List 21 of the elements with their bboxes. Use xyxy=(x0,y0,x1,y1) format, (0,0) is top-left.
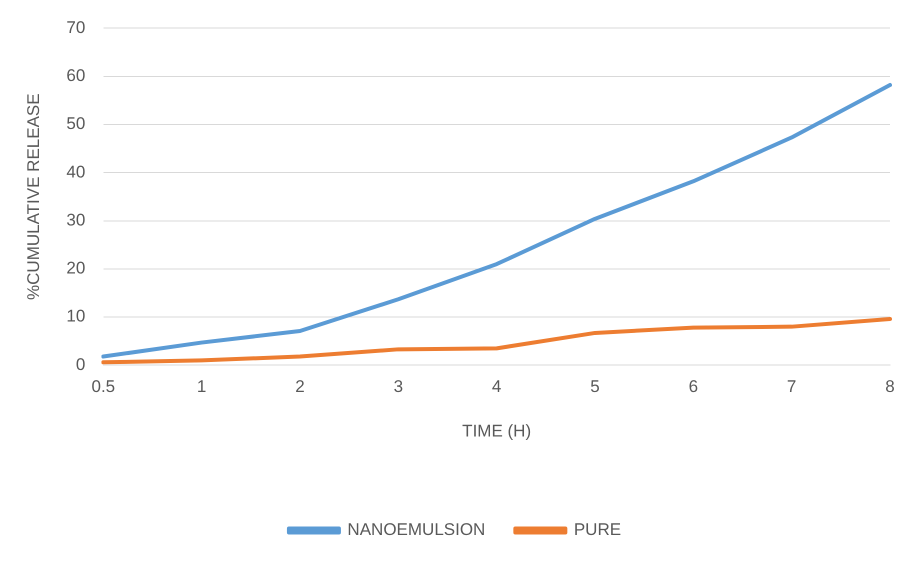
x-tick-label: 6 xyxy=(688,377,698,396)
y-tick-label: 30 xyxy=(66,210,86,230)
x-tick-label: 8 xyxy=(885,377,895,396)
x-axis-title: TIME (H) xyxy=(462,421,532,440)
x-tick-label: 5 xyxy=(590,377,600,396)
y-tick-label: 60 xyxy=(66,66,86,86)
y-tick-label: 0 xyxy=(76,354,86,374)
legend-label: NANOEMULSION xyxy=(347,520,486,540)
x-tick-label: 7 xyxy=(786,377,796,396)
x-tick-label: 4 xyxy=(492,377,502,396)
y-tick-label: 70 xyxy=(66,18,86,37)
x-tick-label: 1 xyxy=(196,377,206,396)
y-tick-label: 20 xyxy=(66,258,86,278)
x-tick-label: 3 xyxy=(394,377,404,396)
y-tick-label: 50 xyxy=(66,114,86,134)
x-tick-label: 0.5 xyxy=(91,377,116,396)
y-axis-title: %CUMULATIVE RELEASE xyxy=(24,93,43,300)
y-tick-label: 10 xyxy=(66,306,86,326)
x-tick-label: 2 xyxy=(295,377,305,396)
y-tick-label: 40 xyxy=(66,162,86,182)
legend-label: PURE xyxy=(574,520,622,540)
